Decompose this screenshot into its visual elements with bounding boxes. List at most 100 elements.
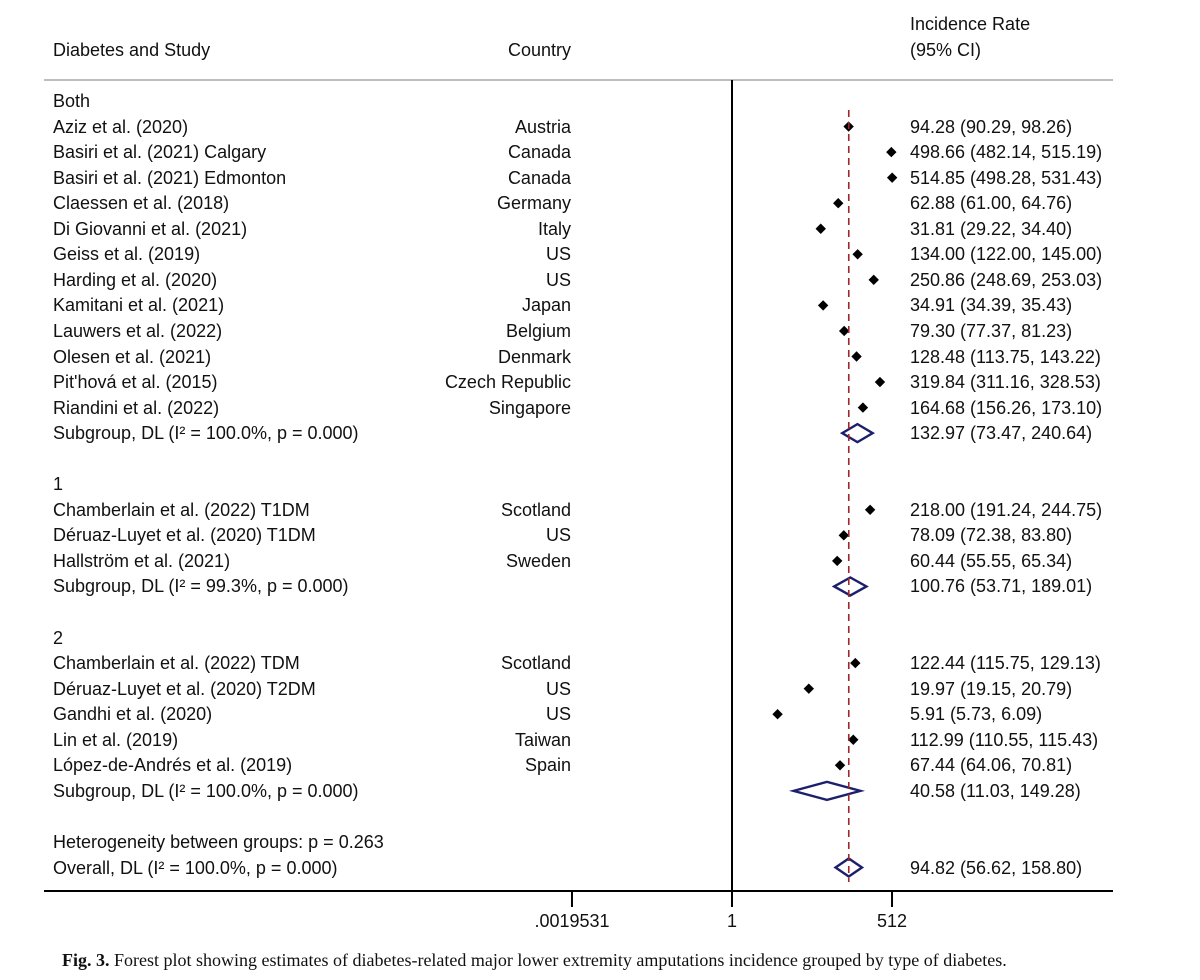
header-rule bbox=[44, 79, 1113, 81]
figure-caption-text: Forest plot showing estimates of diabete… bbox=[114, 950, 1007, 970]
study-point-marker bbox=[886, 172, 898, 183]
study-point-marker bbox=[803, 683, 815, 694]
study-country: Canada bbox=[507, 167, 571, 188]
subgroup-label: Subgroup, DL (I² = 100.0%, p = 0.000) bbox=[53, 780, 359, 801]
study-point-marker bbox=[848, 734, 859, 745]
study-label: Déruaz-Luyet et al. (2020) T1DM bbox=[53, 525, 316, 546]
heterogeneity-label: Heterogeneity between groups: p = 0.263 bbox=[53, 831, 384, 852]
study-country: US bbox=[545, 704, 571, 725]
subgroup-diamond bbox=[831, 576, 869, 597]
study-label: Hallström et al. (2021) bbox=[53, 550, 231, 571]
study-ci-text: 134.00 (122.00, 145.00) bbox=[910, 244, 1103, 265]
study-country: Taiwan bbox=[514, 729, 571, 750]
study-point-marker bbox=[850, 657, 861, 669]
study-label: Harding et al. (2020) bbox=[53, 269, 218, 290]
pooled-ci-text: 132.97 (73.47, 240.64) bbox=[910, 423, 1093, 444]
study-country: Scotland bbox=[500, 499, 571, 520]
group-label: 2 bbox=[53, 627, 64, 648]
figure-caption: Fig. 3. Forest plot showing estimates of… bbox=[62, 950, 1007, 971]
study-ci-text: 34.91 (34.39, 35.43) bbox=[910, 295, 1073, 316]
pooled-ci-text: 40.58 (11.03, 149.28) bbox=[910, 780, 1081, 801]
rate-column-header-line1: Incidence Rate bbox=[910, 14, 1031, 34]
study-ci-text: 79.30 (77.37, 81.23) bbox=[910, 320, 1073, 341]
study-ci-text: 319.84 (311.16, 328.53) bbox=[910, 372, 1101, 393]
study-label: Di Giovanni et al. (2021) bbox=[53, 218, 248, 239]
study-ci-text: 128.48 (113.75, 143.22) bbox=[910, 346, 1101, 367]
study-ci-text: 112.99 (110.55, 115.43) bbox=[910, 729, 1099, 750]
study-column-header: Diabetes and Study bbox=[53, 40, 211, 60]
study-label: Lauwers et al. (2022) bbox=[53, 320, 223, 341]
study-label: Riandini et al. (2022) bbox=[53, 397, 220, 418]
subgroup-label: Subgroup, DL (I² = 99.3%, p = 0.000) bbox=[53, 576, 349, 597]
study-ci-text: 498.66 (482.14, 515.19) bbox=[910, 142, 1103, 163]
study-country: Czech Republic bbox=[444, 372, 571, 393]
study-country: US bbox=[545, 244, 571, 265]
country-column-header: Country bbox=[507, 40, 571, 60]
study-ci-text: 94.28 (90.29, 98.26) bbox=[910, 116, 1073, 137]
study-point-marker bbox=[817, 300, 829, 311]
study-country: Spain bbox=[524, 755, 571, 776]
axis-tick-label-min: .0019531 bbox=[534, 911, 610, 931]
study-ci-text: 60.44 (55.55, 65.34) bbox=[910, 550, 1073, 571]
study-country: Singapore bbox=[488, 397, 571, 418]
axis-tick-label-one: 1 bbox=[726, 911, 737, 931]
study-ci-text: 31.81 (29.22, 34.40) bbox=[910, 218, 1073, 239]
pooled-ci-text: 100.76 (53.71, 189.01) bbox=[910, 576, 1093, 597]
study-label: Kamitani et al. (2021) bbox=[53, 295, 225, 316]
study-point-marker bbox=[868, 274, 879, 286]
study-label: Lin et al. (2019) bbox=[53, 729, 179, 750]
pooled-ci-text: 94.82 (56.62, 158.80) bbox=[910, 857, 1083, 878]
study-label: Basiri et al. (2021) Edmonton bbox=[53, 167, 287, 188]
subgroup-diamond bbox=[839, 422, 876, 444]
study-ci-text: 67.44 (64.06, 70.81) bbox=[910, 755, 1073, 776]
study-country: Canada bbox=[507, 142, 571, 163]
study-label: Pit'hová et al. (2015) bbox=[53, 372, 218, 393]
study-ci-text: 19.97 (19.15, 20.79) bbox=[910, 678, 1073, 699]
study-point-marker bbox=[838, 530, 849, 541]
study-label: Geiss et al. (2019) bbox=[53, 244, 201, 265]
study-country: Austria bbox=[514, 116, 571, 137]
study-point-marker bbox=[874, 376, 886, 388]
study-label: Déruaz-Luyet et al. (2020) T2DM bbox=[53, 678, 316, 699]
study-point-marker bbox=[834, 760, 846, 771]
study-label: Chamberlain et al. (2022) T1DM bbox=[53, 499, 310, 520]
study-label: Gandhi et al. (2020) bbox=[53, 704, 213, 725]
study-point-marker bbox=[886, 146, 897, 158]
study-label: Aziz et al. (2020) bbox=[53, 116, 189, 137]
study-ci-text: 218.00 (191.24, 244.75) bbox=[910, 499, 1103, 520]
study-point-marker bbox=[772, 709, 783, 720]
study-ci-text: 62.88 (61.00, 64.76) bbox=[910, 193, 1073, 214]
study-point-marker bbox=[815, 223, 826, 234]
study-country: US bbox=[545, 525, 571, 546]
group-label: Both bbox=[53, 91, 91, 111]
study-point-marker bbox=[857, 402, 869, 413]
study-point-marker bbox=[864, 504, 876, 515]
study-country: US bbox=[545, 269, 571, 290]
study-point-marker bbox=[833, 198, 844, 209]
study-country: Scotland bbox=[500, 653, 571, 674]
subgroup-diamond bbox=[788, 780, 866, 802]
study-ci-text: 78.09 (72.38, 83.80) bbox=[910, 525, 1073, 546]
study-point-marker bbox=[838, 325, 850, 337]
overall-label: Overall, DL (I² = 100.0%, p = 0.000) bbox=[53, 857, 338, 878]
study-country: Japan bbox=[521, 295, 571, 316]
axis-tick-label-512: 512 bbox=[876, 911, 908, 931]
study-label: Basiri et al. (2021) Calgary bbox=[53, 142, 267, 163]
study-ci-text: 164.68 (156.26, 173.10) bbox=[910, 397, 1103, 418]
subgroup-label: Subgroup, DL (I² = 100.0%, p = 0.000) bbox=[53, 423, 359, 444]
study-country: Belgium bbox=[505, 320, 571, 341]
rate-column-header-line2: (95% CI) bbox=[910, 40, 982, 60]
study-ci-text: 5.91 (5.73, 6.09) bbox=[910, 704, 1043, 725]
study-point-marker bbox=[851, 351, 862, 362]
study-country: US bbox=[545, 678, 571, 699]
study-country: Denmark bbox=[497, 346, 571, 367]
figure-caption-label: Fig. 3. bbox=[62, 950, 110, 970]
study-label: Claessen et al. (2018) bbox=[53, 193, 230, 214]
study-point-marker bbox=[832, 555, 843, 567]
study-label: Olesen et al. (2021) bbox=[53, 346, 212, 367]
group-label: 1 bbox=[53, 474, 64, 495]
study-country: Italy bbox=[537, 218, 571, 239]
study-country: Germany bbox=[496, 193, 571, 214]
study-label: Chamberlain et al. (2022) TDM bbox=[53, 653, 300, 674]
